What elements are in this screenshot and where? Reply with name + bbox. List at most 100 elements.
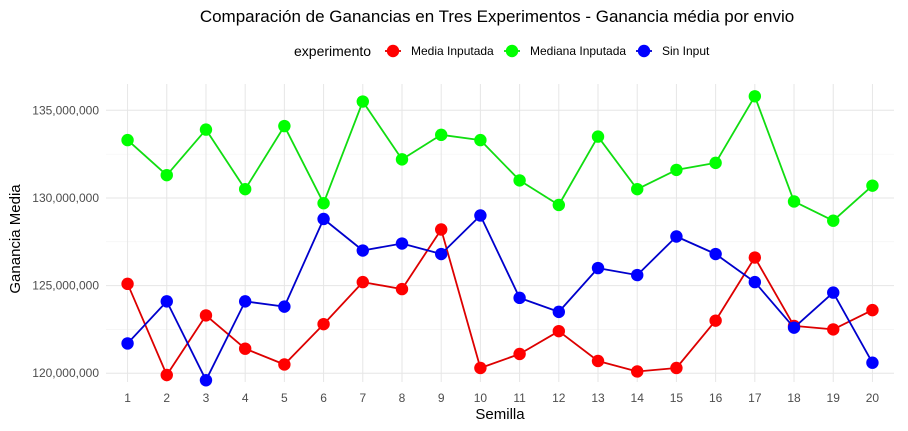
data-point [866,303,879,317]
data-point [827,286,840,299]
chart-title: Comparación de Ganancias en Tres Experim… [200,7,794,26]
legend-title: experimento [294,43,371,59]
legend-entry: Media Inputada [385,44,494,58]
data-point [395,282,409,296]
data-point [238,182,252,196]
data-point [160,168,173,182]
data-point [474,133,487,147]
x-tick-label: 20 [866,391,880,405]
data-point [631,268,644,282]
x-tick-label: 12 [552,391,566,405]
legend-key-point [637,44,651,58]
data-point [709,156,722,170]
data-point [474,209,487,222]
data-point [709,314,722,327]
x-tick-label: 19 [827,391,841,405]
x-tick-label: 11 [513,391,526,405]
x-tick-label: 8 [399,391,406,405]
data-point [278,119,291,133]
data-point [787,321,801,334]
legend: experimento Media Inputada Mediana Inputa… [294,43,710,59]
x-tick-label: 14 [631,391,645,405]
x-tick-label: 7 [359,391,366,405]
data-point [591,354,605,368]
data-point [434,128,448,142]
data-point [317,317,330,331]
x-tick-label: 9 [438,391,445,405]
data-point [395,153,409,166]
data-point [827,214,840,227]
data-point [591,261,605,275]
y-tick-label: 120,000,000 [32,366,99,380]
legend-entry: Mediana Inputada [504,44,626,58]
data-point [709,247,722,261]
data-point [552,198,566,212]
x-tick-label: 2 [163,391,170,405]
data-point [631,182,644,196]
data-point [866,356,879,369]
series-line [126,214,874,382]
data-point [121,337,134,350]
x-axis-title: Semilla [475,406,525,423]
data-point [748,251,762,264]
legend-key-point [505,44,519,58]
data-point [748,90,762,103]
data-point [356,275,369,289]
x-tick-label: 3 [203,391,210,405]
data-point [670,163,683,177]
data-point [199,123,213,136]
data-point [513,291,526,305]
data-point [552,305,566,319]
series-layer [121,90,879,387]
data-point [121,133,134,147]
y-axis-ticks: 120,000,000 125,000,000 130,000,000 135,000… [32,103,99,380]
data-point [395,237,409,250]
data-point [238,342,252,355]
data-point [317,197,330,210]
data-point [356,244,369,257]
x-tick-label: 18 [787,391,801,405]
series [121,223,879,382]
x-tick-label: 15 [670,391,684,405]
x-tick-label: 4 [242,391,249,405]
series [121,90,879,227]
data-point [160,368,173,382]
data-point [591,130,605,143]
y-tick-label: 135,000,000 [32,103,99,117]
data-point [748,275,762,289]
x-tick-label: 6 [320,391,327,405]
y-tick-label: 130,000,000 [32,191,99,205]
data-point [356,95,369,108]
data-point [199,309,213,322]
legend-label: Sin Input [662,44,710,58]
data-point [631,365,644,378]
data-point [278,358,291,371]
data-point [434,223,448,236]
data-point [434,247,448,261]
series [121,209,879,387]
series-line [126,228,873,376]
x-tick-label: 5 [281,391,288,405]
data-point [278,300,291,313]
x-tick-label: 17 [748,391,762,405]
legend-key-point [386,44,400,58]
data-point [827,323,840,336]
x-tick-label: 13 [591,391,605,405]
y-axis-title: Ganancia Media [7,184,24,294]
data-point [317,212,330,226]
data-point [160,295,173,308]
series-line [126,95,873,222]
x-tick-label: 16 [709,391,723,405]
data-point [474,361,487,375]
data-point [513,174,526,187]
x-axis-ticks: 1 2 3 4 5 6 7 8 9 10 11 12 13 14 15 16 17 18 19 20 [124,391,879,405]
data-point [787,195,801,208]
data-point [199,374,213,387]
x-tick-label: 10 [474,391,488,405]
data-point [670,230,683,243]
grid [106,84,894,382]
x-tick-label: 1 [124,391,131,405]
data-point [866,179,879,192]
legend-entry: Sin Input [636,44,710,58]
